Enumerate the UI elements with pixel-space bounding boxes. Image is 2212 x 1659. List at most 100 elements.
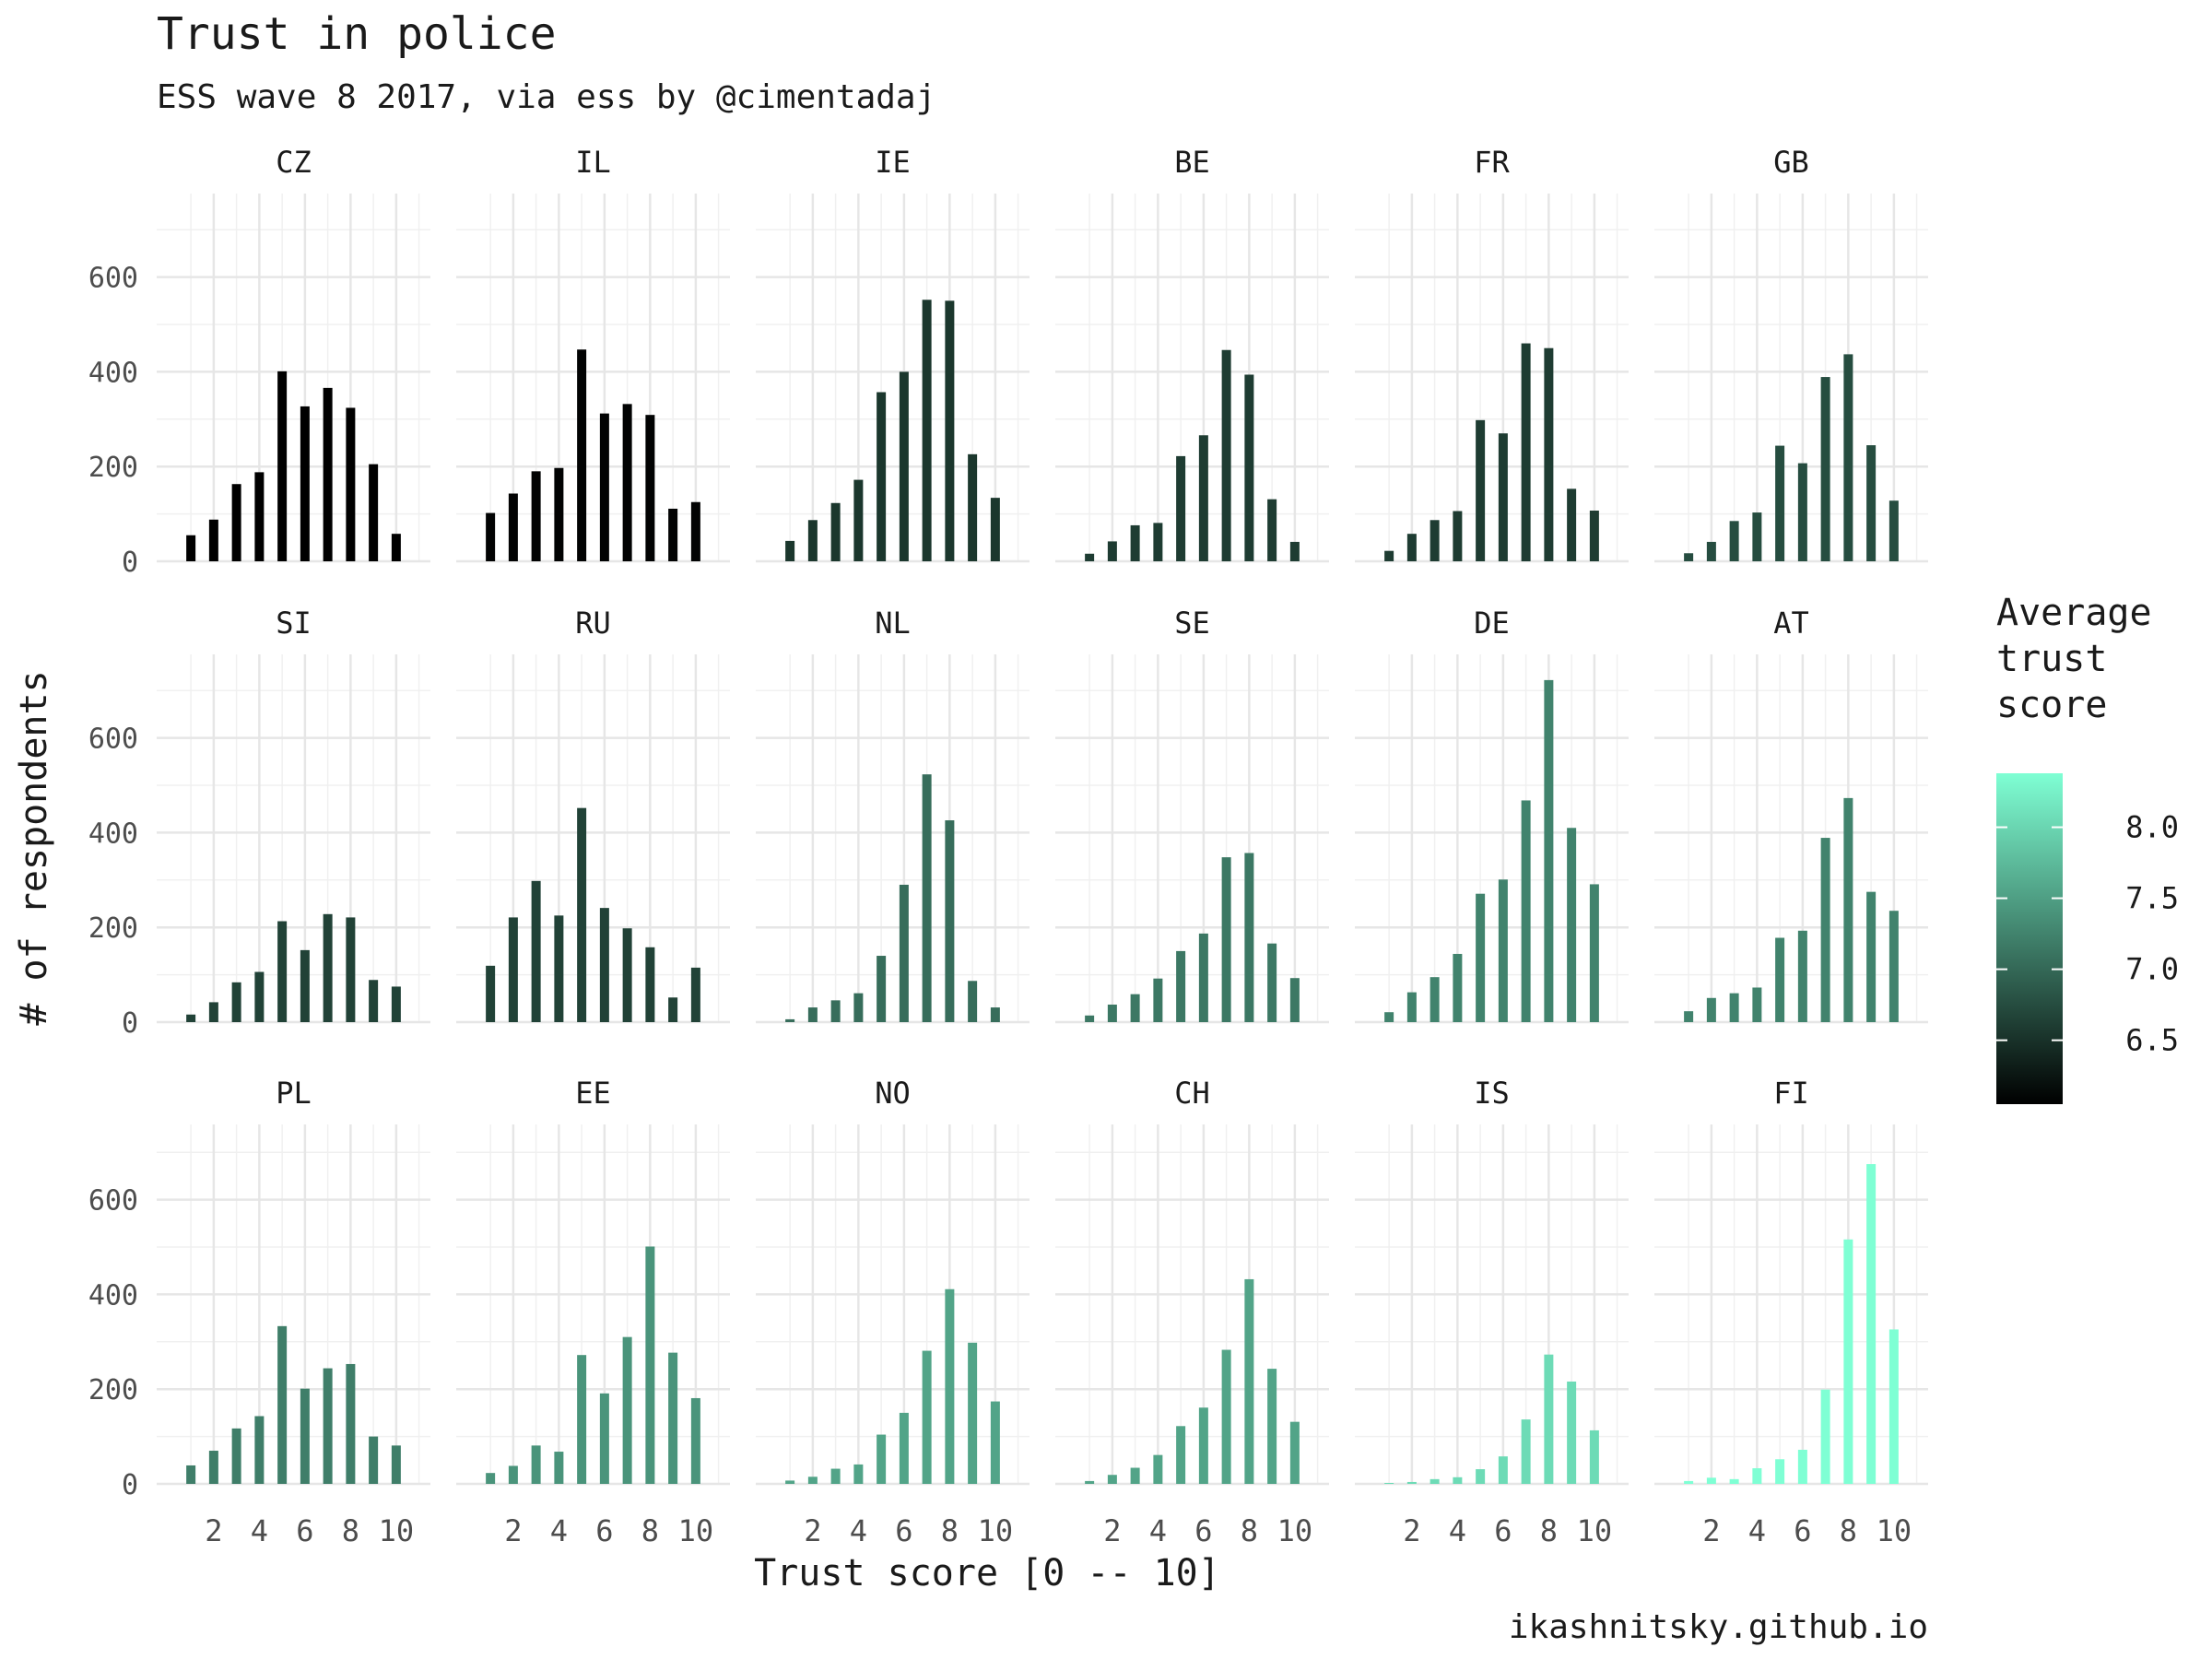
bar — [1384, 550, 1394, 561]
facet-label: FR — [1474, 145, 1510, 180]
bar — [1706, 997, 1716, 1022]
bar — [599, 908, 609, 1022]
bar — [899, 371, 909, 561]
bar — [1430, 1478, 1440, 1484]
facet-label: NO — [875, 1076, 911, 1111]
bar — [945, 1288, 955, 1484]
bar — [186, 1465, 196, 1484]
bar — [1221, 349, 1231, 561]
bar — [1267, 499, 1277, 561]
bar — [622, 1336, 632, 1484]
bar — [690, 501, 700, 561]
bar — [1866, 445, 1877, 561]
bar — [853, 479, 864, 561]
bar — [945, 820, 955, 1022]
bar — [391, 1445, 401, 1484]
x-tick-label: 2 — [1702, 1513, 1720, 1548]
x-tick-label: 8 — [941, 1513, 959, 1548]
x-tick-label: 2 — [1103, 1513, 1121, 1548]
bar — [369, 1436, 379, 1484]
bar — [1521, 1419, 1531, 1484]
bar — [922, 300, 932, 561]
y-tick-label: 200 — [88, 912, 138, 945]
bar — [645, 415, 655, 561]
bar — [1820, 377, 1830, 561]
legend-tick-label: 7.0 — [2125, 952, 2179, 987]
facet-label: GB — [1773, 145, 1809, 180]
bar — [1521, 343, 1531, 561]
bar — [1684, 1480, 1694, 1484]
legend-colorbar — [1996, 773, 2063, 1104]
bar — [554, 467, 564, 561]
bar — [554, 1452, 564, 1484]
bar — [486, 512, 496, 561]
bar — [622, 928, 632, 1022]
facet-label: SI — [276, 606, 312, 641]
bar — [277, 1325, 288, 1484]
legend-title-line: score — [1996, 684, 2107, 726]
bar — [1085, 553, 1095, 561]
facet-label: CH — [1174, 1076, 1210, 1111]
bar — [277, 921, 288, 1022]
x-tick-label: 10 — [1277, 1513, 1313, 1548]
bar — [922, 1350, 932, 1484]
bar — [1244, 374, 1254, 561]
y-tick-label: 0 — [122, 547, 138, 579]
bar — [785, 540, 795, 561]
bar — [391, 534, 401, 561]
bar — [1544, 347, 1554, 561]
bar — [1843, 354, 1853, 561]
bar — [1430, 520, 1440, 561]
bar — [877, 1434, 887, 1484]
legend-title-line: trust — [1996, 638, 2107, 680]
legend-title-line: Average — [1996, 592, 2152, 634]
x-tick-label: 4 — [550, 1513, 568, 1548]
facet-panel-ie: IE — [756, 145, 1030, 563]
bar — [1775, 445, 1785, 561]
bar — [1130, 994, 1140, 1022]
x-tick-label: 6 — [1194, 1513, 1212, 1548]
y-tick-label: 0 — [122, 1007, 138, 1040]
facet-label: SE — [1174, 606, 1210, 641]
y-tick-label: 600 — [88, 1185, 138, 1218]
bar — [186, 1014, 196, 1022]
x-tick-label: 4 — [1449, 1513, 1466, 1548]
bar — [1476, 419, 1486, 561]
bar — [323, 913, 333, 1022]
bar — [645, 947, 655, 1022]
bar — [300, 1388, 310, 1484]
bar — [508, 1465, 518, 1484]
bar — [1843, 1239, 1853, 1484]
bar — [1684, 553, 1694, 561]
x-tick-label: 8 — [1540, 1513, 1558, 1548]
bar — [968, 453, 978, 561]
facet-panel-cz: CZ 0 200 400 600 — [88, 145, 430, 579]
bar — [1476, 893, 1486, 1022]
y-axis-title: # of respondents — [13, 670, 55, 1025]
bar — [830, 1468, 841, 1484]
bar — [830, 1000, 841, 1022]
bar — [1267, 1369, 1277, 1484]
facet-panel-pl: PL 0 200 400 600 2 4 6 8 10 — [88, 1076, 430, 1548]
bar — [577, 349, 587, 561]
bar — [1706, 541, 1716, 561]
bar — [531, 1445, 541, 1484]
bar — [922, 774, 932, 1022]
facet-panel-nl: NL — [756, 606, 1030, 1024]
bar — [577, 1355, 587, 1484]
bar — [1843, 797, 1853, 1022]
facet-panel-fr: FR — [1355, 145, 1629, 563]
bar — [899, 1412, 909, 1484]
bar — [1567, 828, 1577, 1022]
bar — [1176, 950, 1186, 1022]
chart-subtitle: ESS wave 8 2017, via ess by @cimentadaj — [157, 78, 935, 116]
bar — [1107, 541, 1117, 561]
y-tick-label: 200 — [88, 1374, 138, 1406]
bar — [186, 535, 196, 561]
bar — [277, 371, 288, 561]
x-tick-label: 8 — [342, 1513, 359, 1548]
bar — [1521, 800, 1531, 1022]
bar — [785, 1480, 795, 1484]
bar — [1888, 500, 1899, 561]
x-tick-label: 8 — [641, 1513, 659, 1548]
